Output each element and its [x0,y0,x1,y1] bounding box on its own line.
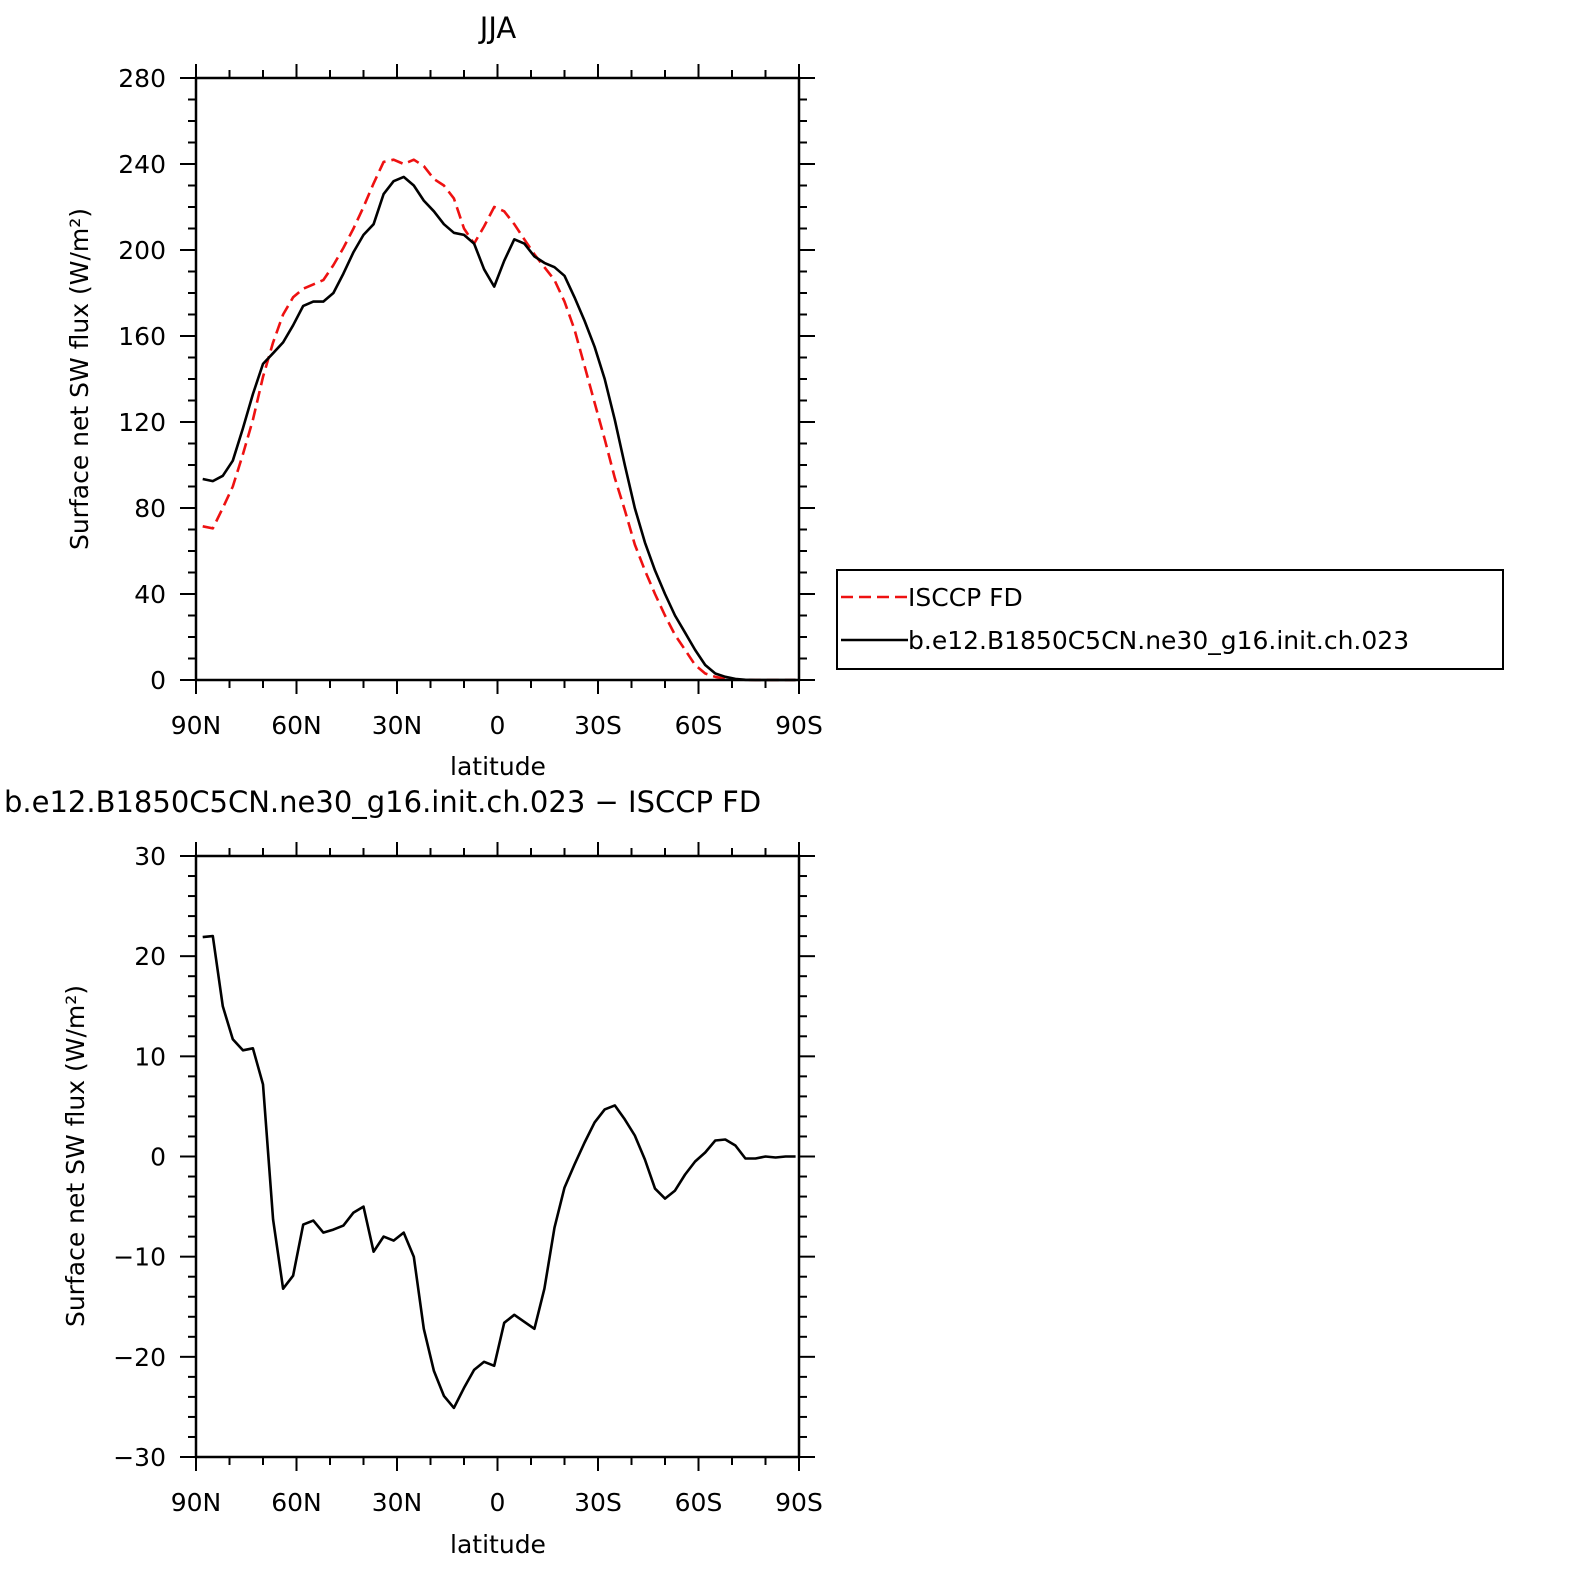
y-tick-label: 200 [118,236,166,265]
x-tick-label: 60N [271,1488,322,1517]
y-tick-label: 240 [118,150,166,179]
legend-label-model: b.e12.B1850C5CN.ne30_g16.init.ch.023 [908,626,1409,655]
x-axis-label: latitude [450,1530,546,1559]
y-tick-label: 80 [134,494,166,523]
y-tick-label: 0 [150,666,166,695]
x-axis-label: latitude [450,752,546,781]
axis-ticks [180,64,815,694]
difference-panel: b.e12.B1850C5CN.ne30_g16.init.ch.023 − I… [4,785,823,1559]
x-tick-label: 90N [171,711,222,740]
y-axis-label: Surface net SW flux (W/m²) [61,985,90,1327]
tick-labels: 90N 60N 30N 0 30S 60S 90S −30 −20 −10 0 10 20 30 [113,842,823,1517]
y-tick-label: −30 [113,1443,166,1472]
x-tick-label: 90S [775,1488,823,1517]
chart-title: JJA [478,11,517,45]
x-tick-label: 0 [490,711,506,740]
series-layer [202,158,796,682]
y-tick-label: 30 [134,842,166,871]
y-tick-label: 20 [134,942,166,971]
flux-panel: JJA 90N 60N 30N 0 30S 60S 90S 0 40 80 120 160 200 240… [65,11,823,781]
tick-labels: 90N 60N 30N 0 30S 60S 90S 0 40 80 120 160 200 240 280 [118,64,823,740]
x-tick-label: 90S [775,711,823,740]
x-tick-label: 60S [675,1488,723,1517]
x-tick-label: 90N [171,1488,222,1517]
series-line-isccp [202,158,796,682]
axis-ticks [180,842,815,1471]
legend-box [836,569,1504,670]
y-tick-label: −20 [113,1343,166,1372]
legend-label-isccp: ISCCP FD [908,583,1023,612]
y-tick-label: −10 [113,1243,166,1272]
plot-frame [194,76,801,682]
plot-frame [194,854,801,1459]
chart-title: b.e12.B1850C5CN.ne30_g16.init.ch.023 − I… [4,785,761,819]
y-axis-label: Surface net SW flux (W/m²) [65,208,94,550]
legend: ISCCP FD b.e12.B1850C5CN.ne30_g16.init.c… [836,569,1504,670]
x-tick-label: 30S [574,1488,622,1517]
x-tick-label: 30S [574,711,622,740]
y-tick-label: 120 [118,408,166,437]
x-tick-label: 30N [372,1488,423,1517]
series-line-model [202,934,796,1410]
x-tick-label: 30N [372,711,423,740]
y-tick-label: 0 [150,1143,166,1172]
series-layer [202,934,796,1410]
x-tick-label: 60S [675,711,723,740]
x-tick-label: 0 [490,1488,506,1517]
series-line-model [202,175,796,682]
y-tick-label: 40 [134,580,166,609]
y-tick-label: 160 [118,322,166,351]
x-tick-label: 60N [271,711,322,740]
y-tick-label: 10 [134,1042,166,1071]
y-tick-label: 280 [118,64,166,93]
